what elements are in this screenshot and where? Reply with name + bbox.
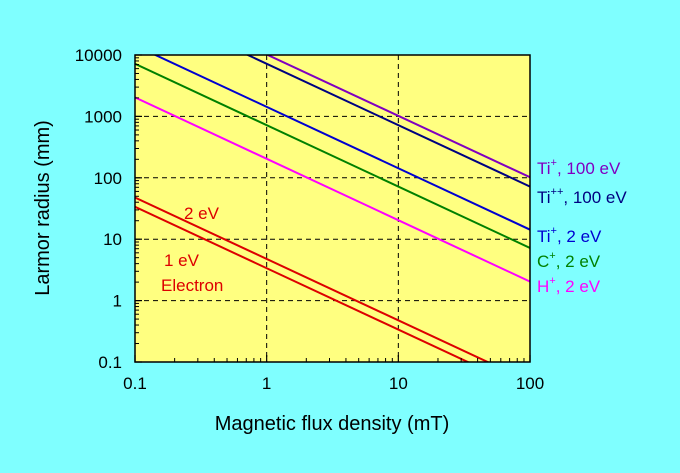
series-label-tipp100: Ti++, 100 eV (537, 186, 627, 207)
series-label-ti2: Ti+, 2 eV (537, 225, 602, 246)
plot-frame (134, 54, 531, 363)
y-axis-title: Larmor radius (mm) (32, 120, 54, 296)
y-tick-label: 1000 (84, 107, 122, 126)
x-tick-label: 0.1 (123, 374, 147, 393)
annotation-1ev: 1 eV (164, 251, 200, 270)
y-tick-label: 1 (113, 292, 122, 311)
series-label-c2: C+, 2 eV (537, 250, 601, 271)
series-line-c2 (135, 62, 530, 249)
x-axis-title: Magnetic flux density (mT) (215, 413, 450, 435)
series-lines (135, 55, 530, 362)
series-line-e2 (135, 196, 491, 362)
series-label-ti100: Ti+, 100 eV (537, 157, 621, 178)
y-tick-label: 0.1 (98, 353, 122, 372)
annotation-electron: Electron (161, 276, 223, 295)
y-tick-label: 10 (103, 230, 122, 249)
grid-lines (135, 55, 530, 362)
x-tick-labels: 0.1 1 10 100 (123, 374, 544, 393)
y-tick-label: 10000 (75, 46, 122, 65)
series-line-ti2 (153, 55, 530, 231)
plot-area (135, 55, 530, 362)
series-line-ti100 (265, 55, 530, 179)
y-tick-label: 100 (94, 169, 122, 188)
series-line-e1 (135, 205, 471, 362)
series-line-h2 (135, 96, 530, 283)
series-line-tipp100 (245, 55, 530, 188)
axis-ticks (134, 54, 531, 363)
series-labels: Ti+, 100 eV Ti++, 100 eV Ti+, 2 eV C+, 2 eV… (537, 157, 627, 296)
y-tick-labels: 0.1 1 10 100 1000 10000 (75, 46, 122, 372)
x-tick-label: 1 (262, 374, 271, 393)
series-label-h2: H+, 2 eV (537, 275, 601, 296)
annotation-2ev: 2 eV (184, 204, 220, 223)
x-tick-label: 100 (516, 374, 544, 393)
x-tick-label: 10 (389, 374, 408, 393)
